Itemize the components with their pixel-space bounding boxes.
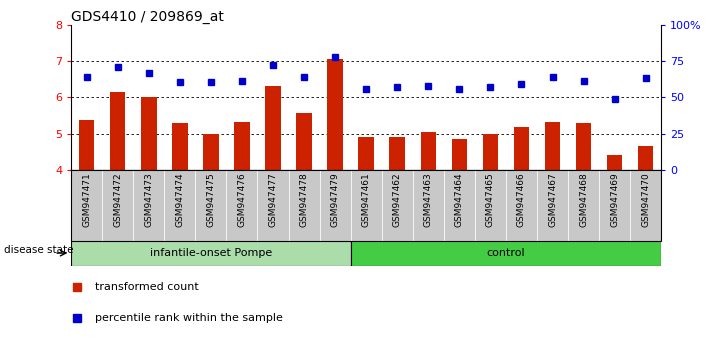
Bar — [513, 127, 529, 170]
Text: transformed count: transformed count — [95, 282, 198, 292]
Bar — [319, 170, 351, 241]
Text: GSM947475: GSM947475 — [206, 172, 215, 227]
Text: GDS4410 / 209869_at: GDS4410 / 209869_at — [71, 10, 224, 24]
Text: GSM947477: GSM947477 — [269, 172, 277, 227]
Bar — [102, 170, 133, 241]
Text: GSM947461: GSM947461 — [362, 172, 370, 227]
Text: GSM947465: GSM947465 — [486, 172, 495, 227]
Bar — [630, 170, 661, 241]
Bar — [451, 139, 467, 170]
Bar — [79, 120, 95, 170]
Text: GSM947467: GSM947467 — [548, 172, 557, 227]
Bar — [599, 170, 630, 241]
Bar — [351, 170, 382, 241]
Text: GSM947474: GSM947474 — [176, 172, 184, 227]
Bar — [257, 170, 289, 241]
Bar — [444, 170, 475, 241]
Text: GSM947473: GSM947473 — [144, 172, 154, 227]
Text: GSM947466: GSM947466 — [517, 172, 526, 227]
Bar — [638, 146, 653, 170]
Text: GSM947468: GSM947468 — [579, 172, 588, 227]
Bar — [537, 170, 568, 241]
Text: GSM947478: GSM947478 — [299, 172, 309, 227]
Bar — [203, 133, 219, 170]
Bar — [172, 124, 188, 170]
Text: infantile-onset Pompe: infantile-onset Pompe — [150, 248, 272, 258]
Bar — [196, 170, 226, 241]
Bar — [265, 86, 281, 170]
Bar — [358, 137, 374, 170]
Bar — [475, 170, 506, 241]
Bar — [164, 170, 196, 241]
Bar — [133, 170, 164, 241]
Text: GSM947471: GSM947471 — [82, 172, 91, 227]
Bar — [483, 133, 498, 170]
Bar — [234, 122, 250, 170]
Text: GSM947464: GSM947464 — [455, 172, 464, 227]
Bar — [506, 170, 537, 241]
Bar — [607, 155, 622, 170]
Text: GSM947463: GSM947463 — [424, 172, 433, 227]
Bar — [545, 122, 560, 170]
Text: control: control — [486, 248, 525, 258]
Text: GSM947469: GSM947469 — [610, 172, 619, 227]
Text: GSM947470: GSM947470 — [641, 172, 650, 227]
Bar — [576, 124, 592, 170]
Text: disease state: disease state — [4, 245, 73, 255]
Bar — [71, 170, 102, 241]
Bar — [110, 92, 125, 170]
Text: GSM947472: GSM947472 — [113, 172, 122, 227]
Bar — [141, 97, 156, 170]
Bar — [296, 113, 312, 170]
Bar — [382, 170, 413, 241]
Bar — [390, 137, 405, 170]
Text: GSM947479: GSM947479 — [331, 172, 340, 227]
Bar — [71, 241, 351, 266]
Bar — [568, 170, 599, 241]
Bar — [413, 170, 444, 241]
Bar — [289, 170, 319, 241]
Text: GSM947462: GSM947462 — [392, 172, 402, 227]
Bar — [327, 59, 343, 170]
Bar — [420, 132, 436, 170]
Text: GSM947476: GSM947476 — [237, 172, 247, 227]
Bar — [351, 241, 661, 266]
Bar — [226, 170, 257, 241]
Text: percentile rank within the sample: percentile rank within the sample — [95, 313, 282, 323]
